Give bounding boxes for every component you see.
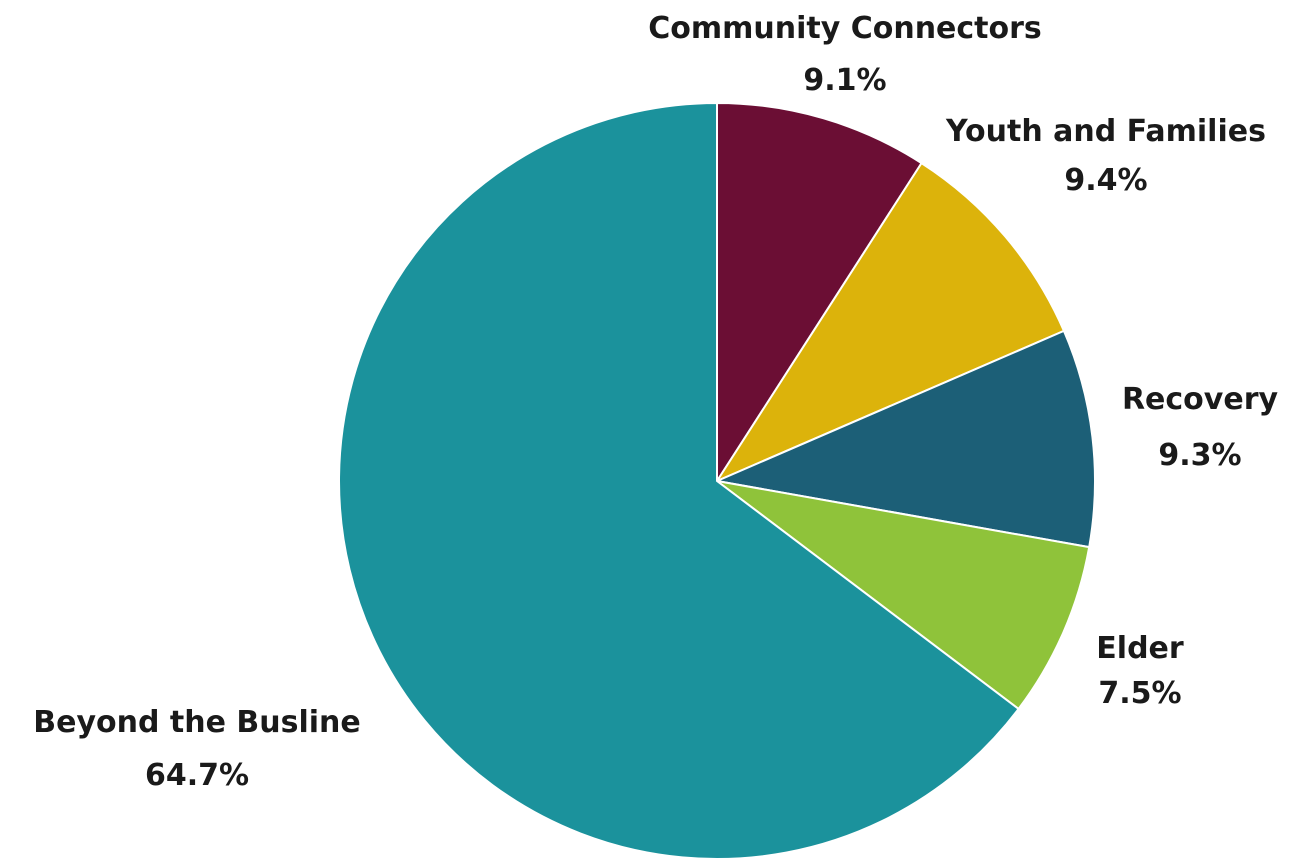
value-elder: 7.5% — [1098, 676, 1181, 711]
slice-youth-and-families — [716, 162, 1065, 482]
value-youth-and-families: 9.4% — [1064, 163, 1147, 198]
label-youth-and-families: Youth and Families — [945, 114, 1266, 149]
pie-slices — [338, 102, 1096, 860]
value-community-connectors: 9.1% — [803, 63, 886, 98]
slice-beyond-the-busline — [338, 102, 1020, 860]
label-recovery: Recovery — [1122, 382, 1279, 417]
label-beyond-the-busline: Beyond the Busline — [33, 705, 361, 740]
value-beyond-the-busline: 64.7% — [145, 758, 249, 793]
slice-recovery — [716, 329, 1096, 549]
label-community-connectors: Community Connectors — [648, 11, 1042, 46]
slice-community-connectors — [716, 102, 923, 482]
label-elder: Elder — [1096, 631, 1184, 666]
slice-elder — [716, 480, 1091, 710]
value-recovery: 9.3% — [1158, 438, 1241, 473]
